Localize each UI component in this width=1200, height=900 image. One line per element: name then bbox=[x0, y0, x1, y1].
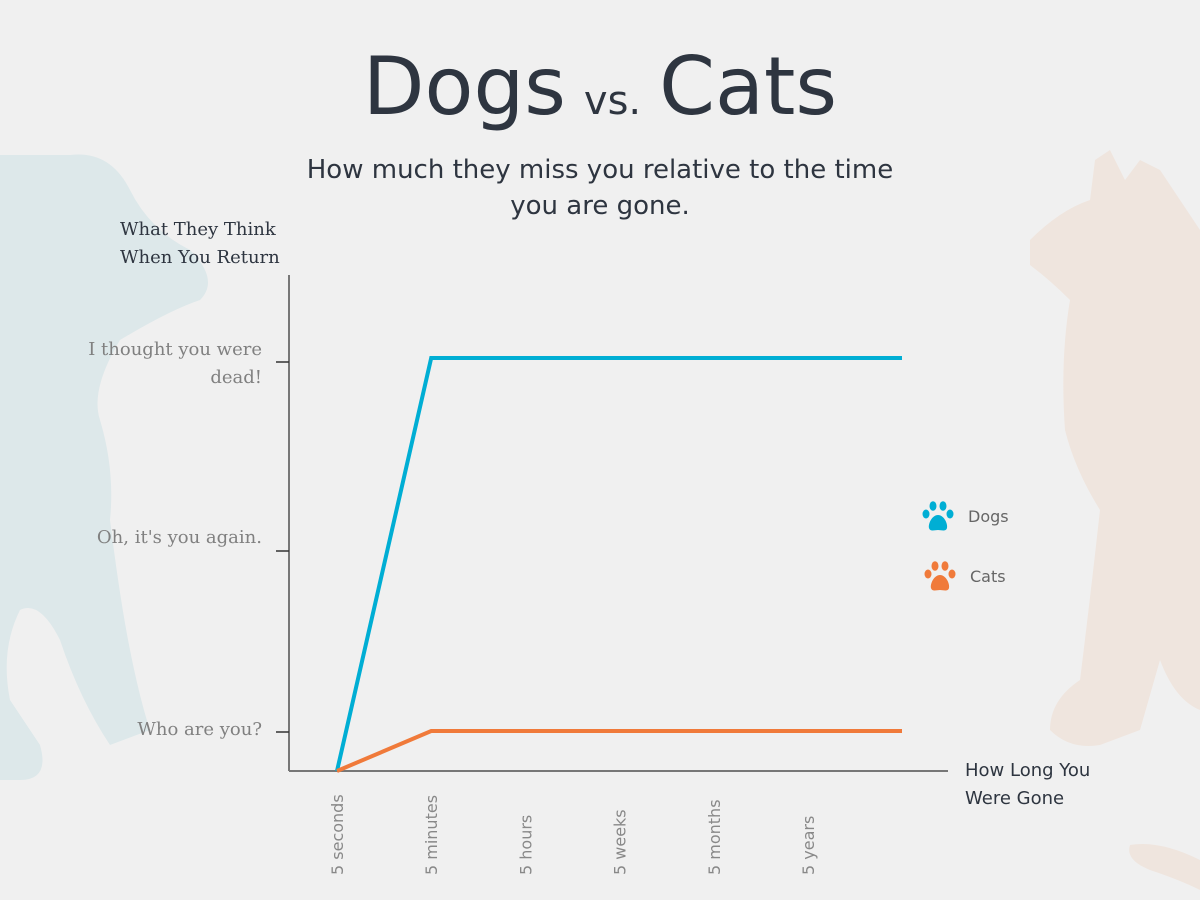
title-cats: Cats bbox=[659, 40, 838, 133]
cat-tail-silhouette bbox=[1129, 844, 1200, 890]
y-tick-label-again: Oh, it's you again. bbox=[96, 527, 262, 548]
y-axis-label: What They Think When You Return bbox=[120, 219, 280, 268]
x-tick-label: 5 years bbox=[799, 816, 818, 875]
y-tick-label-who: Who are you? bbox=[137, 719, 262, 740]
x-axis-label: How Long You Were Gone bbox=[965, 760, 1091, 809]
series-line-dogs bbox=[335, 356, 902, 772]
paw-icon bbox=[924, 561, 956, 591]
series-line-cats bbox=[336, 729, 902, 773]
paw-icon bbox=[922, 501, 954, 531]
x-tick-label: 5 minutes bbox=[422, 795, 441, 875]
title-dogs: Dogs bbox=[362, 40, 566, 133]
title-vs: vs. bbox=[583, 78, 642, 124]
legend-label-dogs: Dogs bbox=[968, 506, 1009, 526]
dog-silhouette bbox=[0, 154, 208, 780]
cat-silhouette bbox=[1030, 150, 1200, 746]
x-tick-label: 5 seconds bbox=[328, 794, 347, 875]
x-tick-label: 5 weeks bbox=[611, 809, 630, 875]
legend-item-cats: Cats bbox=[922, 558, 1006, 594]
y-tick-label-dead: I thought you were dead! bbox=[88, 339, 262, 388]
legend-label-cats: Cats bbox=[970, 566, 1006, 586]
legend-item-dogs: Dogs bbox=[920, 498, 1009, 534]
x-tick-label: 5 months bbox=[705, 799, 724, 875]
x-tick-label: 5 hours bbox=[516, 815, 535, 875]
chart-title: Dogs vs. Cats bbox=[0, 40, 1200, 133]
chart-subtitle: How much they miss you relative to the t… bbox=[306, 155, 894, 221]
